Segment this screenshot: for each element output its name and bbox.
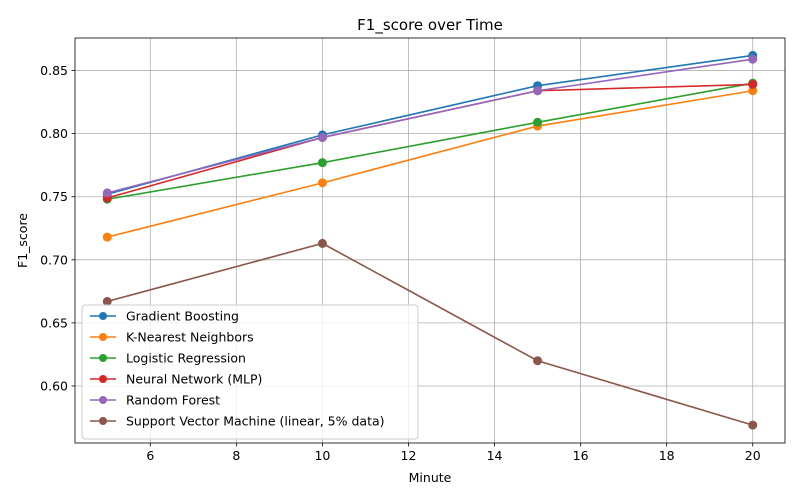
axis-ticks: 6 8 10 12 14 16 18 20 0.60 0.65 0.70 0.75 0.80 0.85 [40,63,761,463]
series-group [102,54,758,198]
y-tick-label: 0.65 [40,315,68,330]
legend-marker [99,375,107,383]
x-axis-label: Minute [409,470,452,485]
x-tick-label: 12 [401,448,417,463]
x-tick-label: 14 [487,448,503,463]
series-group [102,86,758,242]
series-group [102,78,758,204]
data-point [102,296,112,306]
y-tick-label: 0.60 [40,378,68,393]
y-tick-label: 0.75 [40,189,68,204]
data-point [317,132,327,142]
series-line [107,54,753,195]
data-point [533,117,543,127]
legend-item: Neural Network (MLP) [90,372,262,387]
plot-frame [74,37,786,444]
data-point [533,86,543,96]
series-line [107,242,753,426]
legend-label: Gradient Boosting [126,309,239,324]
x-tick-label: 6 [146,448,154,463]
data-point [317,238,327,248]
legend-label: Logistic Regression [126,351,246,366]
data-point [748,420,758,430]
legend: Gradient Boosting K-Nearest Neighbors Logi… [81,304,419,440]
data-point [102,232,112,242]
data-point [317,178,327,188]
legend-label: Neural Network (MLP) [126,372,262,387]
data-point [317,158,327,168]
y-tick-label: 0.85 [40,63,68,78]
data-point [748,79,758,89]
x-tick-label: 10 [314,448,330,463]
series-line [107,58,753,194]
series-line [107,89,753,238]
series-line [107,82,753,201]
legend-marker [99,417,107,425]
legend-marker [99,354,107,362]
legend-label: Random Forest [126,393,220,408]
x-tick-label: 18 [659,448,675,463]
chart-title: F1_score over Time [357,16,503,35]
y-tick-label: 0.80 [40,126,68,141]
x-tick-label: 20 [745,448,761,463]
legend-marker [99,312,107,320]
legend-item: Random Forest [90,393,220,408]
legend-item: K-Nearest Neighbors [90,330,254,345]
data-point [533,356,543,366]
grid [75,38,785,443]
series-group [102,238,758,430]
y-tick-label: 0.70 [40,252,68,267]
x-tick-label: 8 [232,448,240,463]
legend-marker [99,333,107,341]
legend-item: Logistic Regression [90,351,246,366]
plot-series [102,50,758,430]
legend-marker [99,396,107,404]
data-point [102,188,112,198]
legend-label: K-Nearest Neighbors [126,330,254,345]
data-point [748,54,758,64]
legend-item: Support Vector Machine (linear, 5% data) [90,414,385,429]
y-axis-label: F1_score [15,213,30,268]
x-tick-label: 16 [573,448,589,463]
legend-box [81,304,419,440]
legend-label: Support Vector Machine (linear, 5% data) [126,414,385,429]
legend-item: Gradient Boosting [90,309,239,324]
